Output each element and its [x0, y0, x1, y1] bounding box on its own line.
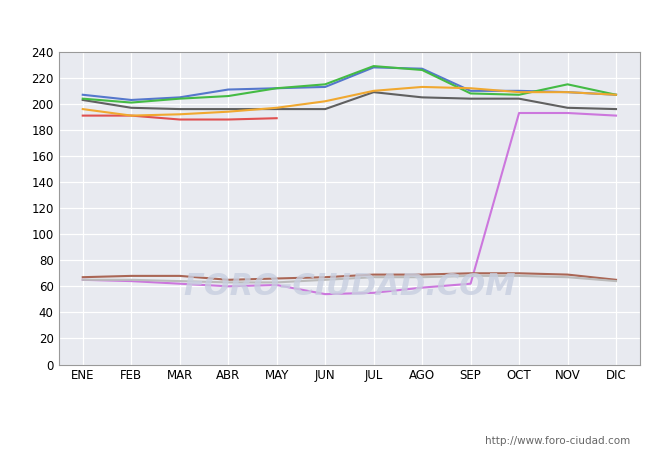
Text: Afiliados en Gomecello a 31/5/2024: Afiliados en Gomecello a 31/5/2024	[177, 14, 473, 33]
Text: http://www.foro-ciudad.com: http://www.foro-ciudad.com	[486, 436, 630, 446]
Text: FORO-CIUDAD.COM: FORO-CIUDAD.COM	[183, 272, 515, 301]
